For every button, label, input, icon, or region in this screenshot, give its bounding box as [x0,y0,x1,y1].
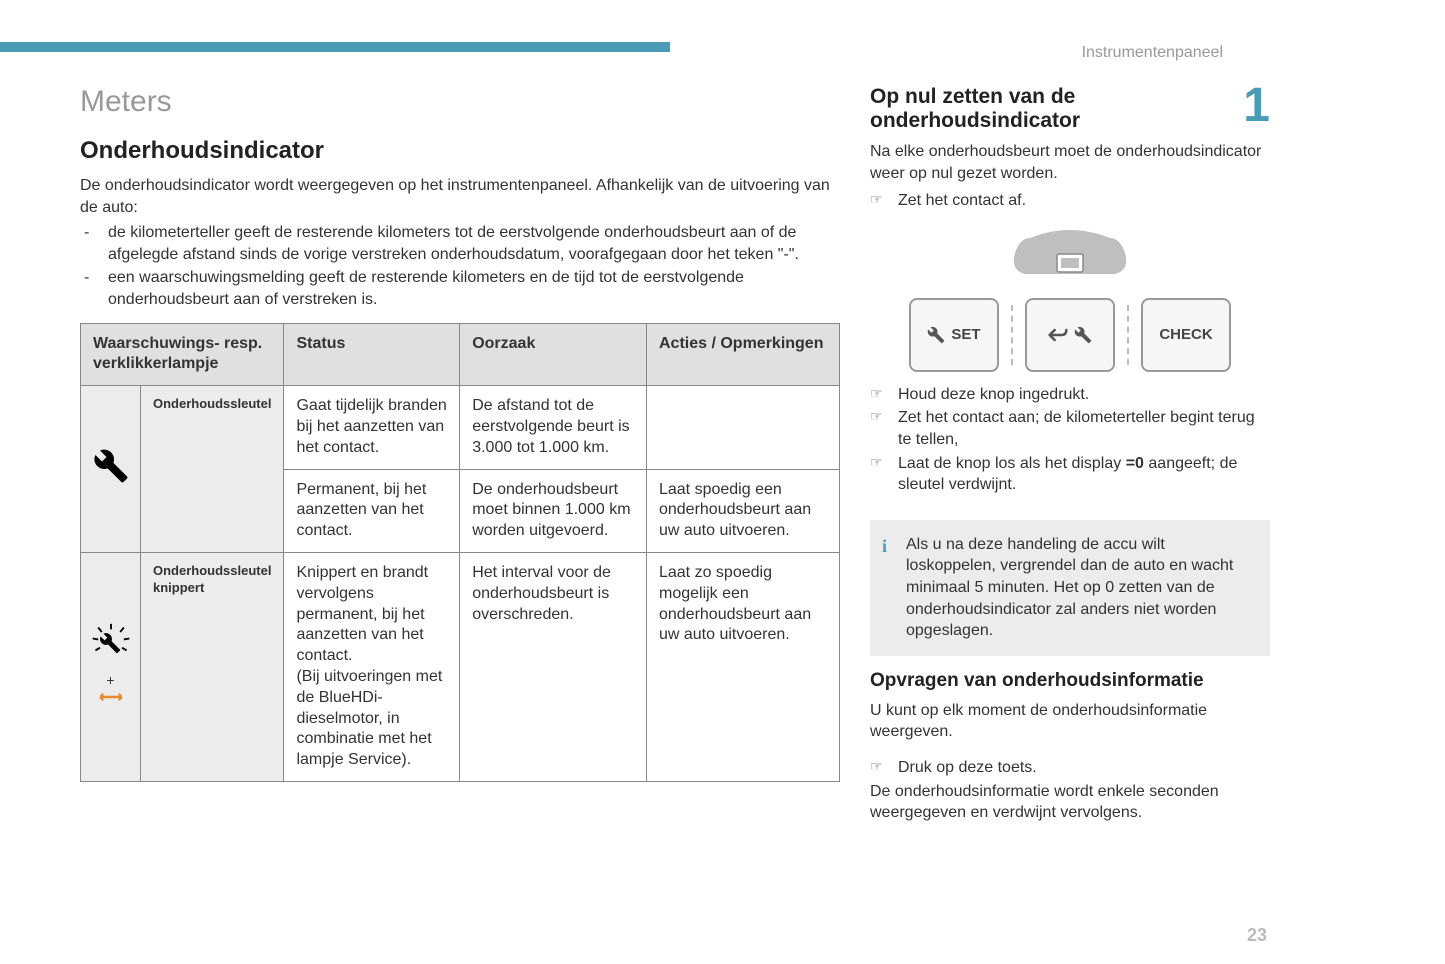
table-header: Waarschuwings- resp. verklikkerlampje [81,323,284,386]
table-row: + Onderhoudssleutel knippert Knippert en… [81,552,840,781]
instrument-cluster-icon [1005,228,1135,284]
query-step-list: Druk op deze toets. [870,757,1270,779]
info-box: Als u na deze handeling de accu wilt los… [870,520,1270,656]
row-label: Onderhoudssleutel [141,386,284,553]
reset-step: Houd deze knop ingedrukt. [870,384,1270,406]
query-step: Druk op deze toets. [870,757,1270,779]
check-button[interactable]: CHECK [1141,298,1231,372]
back-wrench-button[interactable] [1025,298,1115,372]
query-outro: De onderhoudsinformatie wordt enkele sec… [870,781,1270,824]
button-row: SET CHECK [880,298,1260,372]
query-heading: Opvragen van onderhoudsinformatie [870,670,1270,692]
status-cell: Knippert en brandt vervolgens permanent,… [284,552,460,781]
reset-intro: Na elke onderhoudsbeurt moet de onderhou… [870,141,1270,184]
action-cell: Laat zo spoedig mogelijk een onderhoudsb… [646,552,839,781]
top-accent-bar [0,42,670,52]
cause-cell: De onderhoudsbeurt moet binnen 1.000 km … [460,469,647,552]
back-arrow-icon [1048,326,1068,344]
wrench-blink-icon [89,622,133,666]
header-section-label: Instrumentenpaneel [1082,44,1223,62]
intro-paragraph: De onderhoudsindicator wordt weergegeven… [80,175,840,218]
action-cell: Laat spoedig een onderhoudsbeurt aan uw … [646,469,839,552]
reset-step-list-1: Zet het contact af. [870,190,1270,212]
left-column: Meters Onderhoudsindicator De onderhouds… [80,85,840,782]
reset-heading: Op nul zetten van de onderhoudsindicator [870,85,1270,133]
table-header: Oorzaak [460,323,647,386]
query-intro: U kunt op elk moment de onderhoudsinform… [870,700,1270,743]
table-row: Onderhoudssleutel Gaat tijdelijk branden… [81,386,840,469]
reset-step: Zet het contact af. [870,190,1270,212]
cause-cell: De afstand tot de eerstvolgende beurt is… [460,386,647,469]
row-label: Onderhoudssleutel knippert [141,552,284,781]
wrench-icon-cell [81,386,141,553]
table-header: Acties / Opmerkingen [646,323,839,386]
action-cell [646,386,839,469]
wrench-icon [1074,326,1092,344]
divider [1127,305,1129,365]
page-number: 23 [1247,925,1267,946]
wrench-blink-icon-cell: + [81,552,141,781]
status-cell: Permanent, bij het aanzetten van het con… [284,469,460,552]
set-button-label: SET [951,326,980,343]
intro-bullet: de kilometerteller geeft de resterende k… [80,222,840,265]
page-title: Meters [80,85,840,119]
reset-step: Laat de knop los als het display =0 aang… [870,453,1270,496]
check-button-label: CHECK [1159,326,1212,343]
right-column: Op nul zetten van de onderhoudsindicator… [870,85,1270,824]
dashboard-illustration: SET CHECK [880,228,1260,372]
status-cell: Gaat tijdelijk branden bij het aanzetten… [284,386,460,469]
section-heading: Onderhoudsindicator [80,137,840,165]
info-box-text: Als u na deze handeling de accu wilt los… [906,536,1233,639]
table-header: Status [284,323,460,386]
indicator-table: Waarschuwings- resp. verklikkerlampje St… [80,323,840,782]
wrench-icon [927,326,945,344]
wrench-icon [93,448,129,484]
cause-cell: Het interval voor de onderhoudsbeurt is … [460,552,647,781]
intro-bullet-list: de kilometerteller geeft de resterende k… [80,222,840,310]
reset-step-list-2: Houd deze knop ingedrukt. Zet het contac… [870,384,1270,496]
wrench-orange-icon [96,689,126,705]
divider [1011,305,1013,365]
intro-bullet: een waarschuwingsmelding geeft de rester… [80,267,840,310]
reset-step: Zet het contact aan; de kilometerteller … [870,407,1270,450]
set-button[interactable]: SET [909,298,999,372]
